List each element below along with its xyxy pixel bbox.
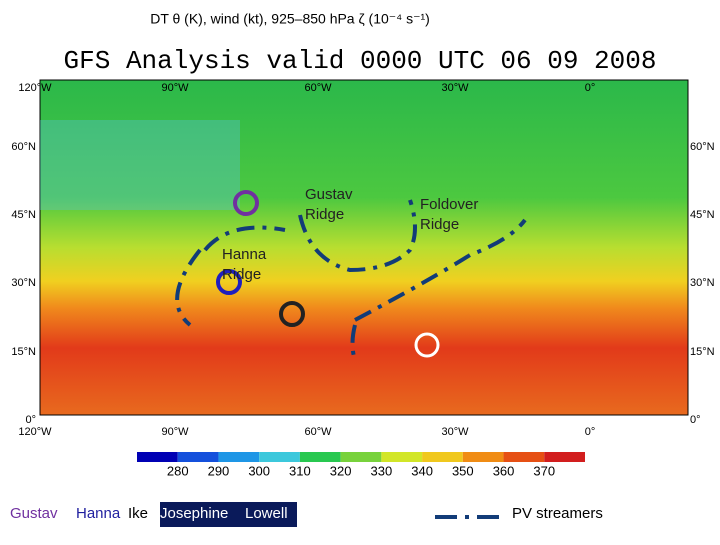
ike-marker <box>279 301 305 327</box>
lat-label: 15°N <box>11 346 36 358</box>
storm-name: Lowell <box>245 505 288 522</box>
colorbar-segment <box>422 452 463 462</box>
colorbar-segment <box>462 452 504 462</box>
colorbar-label: 300 <box>248 463 270 478</box>
storm-name: Ike <box>128 505 148 522</box>
colorbar-label: 310 <box>289 463 311 478</box>
header-title: DT θ (K), wind (kt), 925–850 hPa ζ (10⁻⁴… <box>150 11 430 27</box>
pv-streamers <box>175 199 527 361</box>
colorbar-label: 370 <box>533 463 555 478</box>
storm-name: Hanna <box>76 505 121 522</box>
storm-name: Josephine <box>160 505 228 522</box>
colorbar-segment <box>137 452 178 462</box>
lat-label: 60°N <box>690 141 715 153</box>
lat-label: 0° <box>690 414 701 426</box>
colorbar-segment <box>259 452 300 462</box>
colorbar-label: 330 <box>371 463 393 478</box>
annotation: Hanna <box>222 246 267 263</box>
gustav-marker <box>233 190 259 216</box>
lat-label: 0° <box>25 414 36 426</box>
colorbar-label: 280 <box>167 463 189 478</box>
lon-label: 60°W <box>304 426 332 438</box>
lon-label: 120°W <box>18 82 52 94</box>
colorbar-label: 350 <box>452 463 474 478</box>
lon-label: 120°W <box>18 426 52 438</box>
colorbar-label: 340 <box>411 463 433 478</box>
lon-label: 60°W <box>304 82 332 94</box>
colorbar-label: 290 <box>208 463 230 478</box>
colorbar-segment <box>218 452 260 462</box>
colorbar-segment <box>340 452 382 462</box>
map-title: GFS Analysis valid 0000 UTC 06 09 2008 <box>64 46 657 76</box>
hanna-marker <box>216 269 242 295</box>
annotation: Foldover <box>420 196 478 213</box>
colorbar-label: 360 <box>493 463 515 478</box>
annotation: Gustav <box>305 186 353 203</box>
storm-name: Gustav <box>10 505 58 522</box>
annotation: Ridge <box>305 206 344 223</box>
lat-label: 45°N <box>690 209 715 221</box>
colorbar-segment <box>299 452 341 462</box>
lon-label: 90°W <box>161 426 189 438</box>
lat-label: 15°N <box>690 346 715 358</box>
lon-label: 90°W <box>161 82 189 94</box>
cool-region <box>40 120 240 210</box>
lon-label: 0° <box>585 426 596 438</box>
lat-label: 45°N <box>11 209 36 221</box>
colorbar-segment <box>544 452 585 462</box>
lat-label: 30°N <box>11 277 36 289</box>
colorbar-label: 320 <box>330 463 352 478</box>
colorbar-segment <box>503 452 545 462</box>
map-field <box>39 79 689 416</box>
lon-label: 30°W <box>441 82 469 94</box>
lat-label: 60°N <box>11 141 36 153</box>
lowell-marker <box>414 332 440 358</box>
annotation: Ridge <box>222 266 261 283</box>
annotation: Ridge <box>420 216 459 233</box>
colorbar-segment <box>177 452 219 462</box>
colorbar: 280 290 300 310 320 330 340 350 360 370 <box>137 452 585 478</box>
legend-highlight <box>160 502 297 527</box>
pv-label: PV streamers <box>512 505 603 522</box>
colorbar-segment <box>381 452 423 462</box>
lon-label: 0° <box>585 82 596 94</box>
lon-label: 30°W <box>441 426 469 438</box>
lat-label: 30°N <box>690 277 715 289</box>
